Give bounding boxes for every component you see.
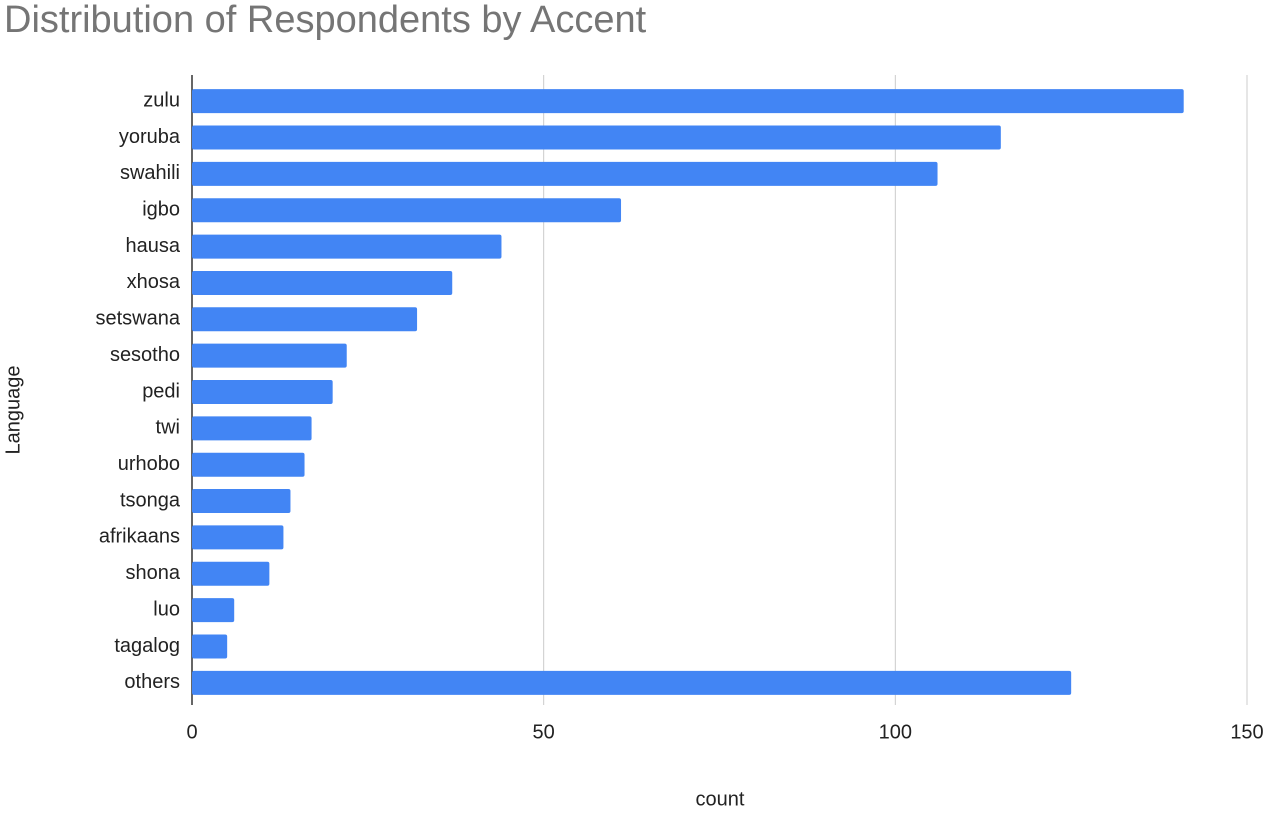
y-tick-label: shona [126,562,181,584]
bar [192,561,270,586]
bar [192,234,502,259]
y-tick-label: afrikaans [99,526,180,548]
bar [192,634,228,659]
y-tick-label: sesotho [110,344,180,366]
y-tick-label: others [124,671,180,693]
y-tick-label: tsonga [120,489,181,511]
bar [192,489,291,514]
y-tick-label: zulu [143,89,180,111]
bar [192,380,333,404]
bar [192,307,418,332]
y-axis-title: Language [2,366,24,455]
bar [192,598,235,623]
bar [192,161,938,186]
bar [192,89,1184,114]
y-tick-label: pedi [142,380,180,402]
y-tick-label: urhobo [118,453,180,475]
x-tick-label: 50 [533,721,555,743]
bar [192,198,622,223]
y-tick-label: twi [156,417,180,439]
y-tick-label: igbo [142,199,180,221]
bar [192,416,312,441]
bar [192,452,305,477]
x-axis-title: count [696,788,745,810]
y-tick-label: tagalog [114,635,180,657]
y-tick-label: xhosa [127,271,181,293]
x-tick-label: 100 [879,721,912,743]
bar [192,343,347,368]
x-tick-label: 150 [1230,721,1263,743]
x-tick-label: 0 [186,721,197,743]
bar [192,525,284,550]
y-tick-label: luo [153,598,180,620]
bar [192,125,1001,150]
chart-title: Distribution of Respondents by Accent [4,0,647,41]
bar [192,670,1072,695]
y-tick-label: swahili [120,162,180,184]
y-tick-label: setswana [96,308,181,330]
bar [192,270,453,295]
y-tick-label: hausa [126,235,181,257]
y-tick-label: yoruba [119,126,181,148]
